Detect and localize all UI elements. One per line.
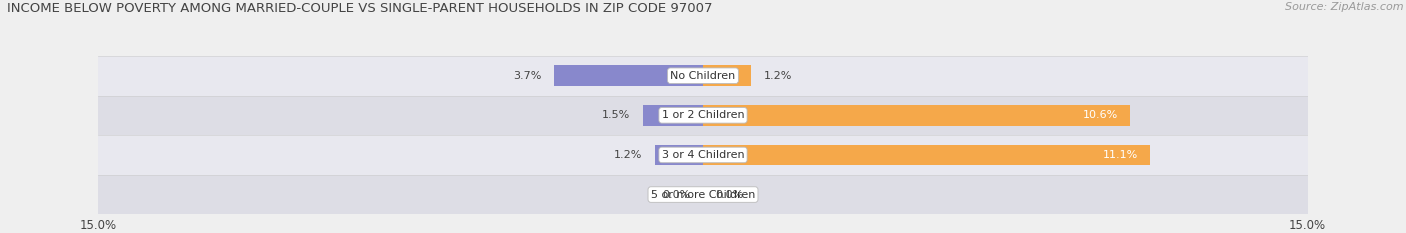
Text: INCOME BELOW POVERTY AMONG MARRIED-COUPLE VS SINGLE-PARENT HOUSEHOLDS IN ZIP COD: INCOME BELOW POVERTY AMONG MARRIED-COUPL… <box>7 2 713 15</box>
Text: 0.0%: 0.0% <box>716 190 744 199</box>
Text: 1 or 2 Children: 1 or 2 Children <box>662 110 744 120</box>
Bar <box>643 105 703 126</box>
Bar <box>655 145 703 165</box>
Bar <box>703 65 751 86</box>
Text: No Children: No Children <box>671 71 735 81</box>
Text: 11.1%: 11.1% <box>1104 150 1139 160</box>
Text: 3 or 4 Children: 3 or 4 Children <box>662 150 744 160</box>
Text: 1.2%: 1.2% <box>614 150 643 160</box>
Text: 1.5%: 1.5% <box>602 110 630 120</box>
Text: 3.7%: 3.7% <box>513 71 541 81</box>
Bar <box>554 65 703 86</box>
Text: Source: ZipAtlas.com: Source: ZipAtlas.com <box>1285 2 1403 12</box>
Bar <box>98 56 1308 96</box>
Bar <box>98 135 1308 175</box>
Bar <box>703 145 1150 165</box>
Bar <box>98 175 1308 214</box>
Text: 10.6%: 10.6% <box>1083 110 1118 120</box>
Text: 5 or more Children: 5 or more Children <box>651 190 755 199</box>
Text: 1.2%: 1.2% <box>763 71 792 81</box>
Bar <box>98 96 1308 135</box>
Text: 0.0%: 0.0% <box>662 190 690 199</box>
Bar <box>703 105 1130 126</box>
